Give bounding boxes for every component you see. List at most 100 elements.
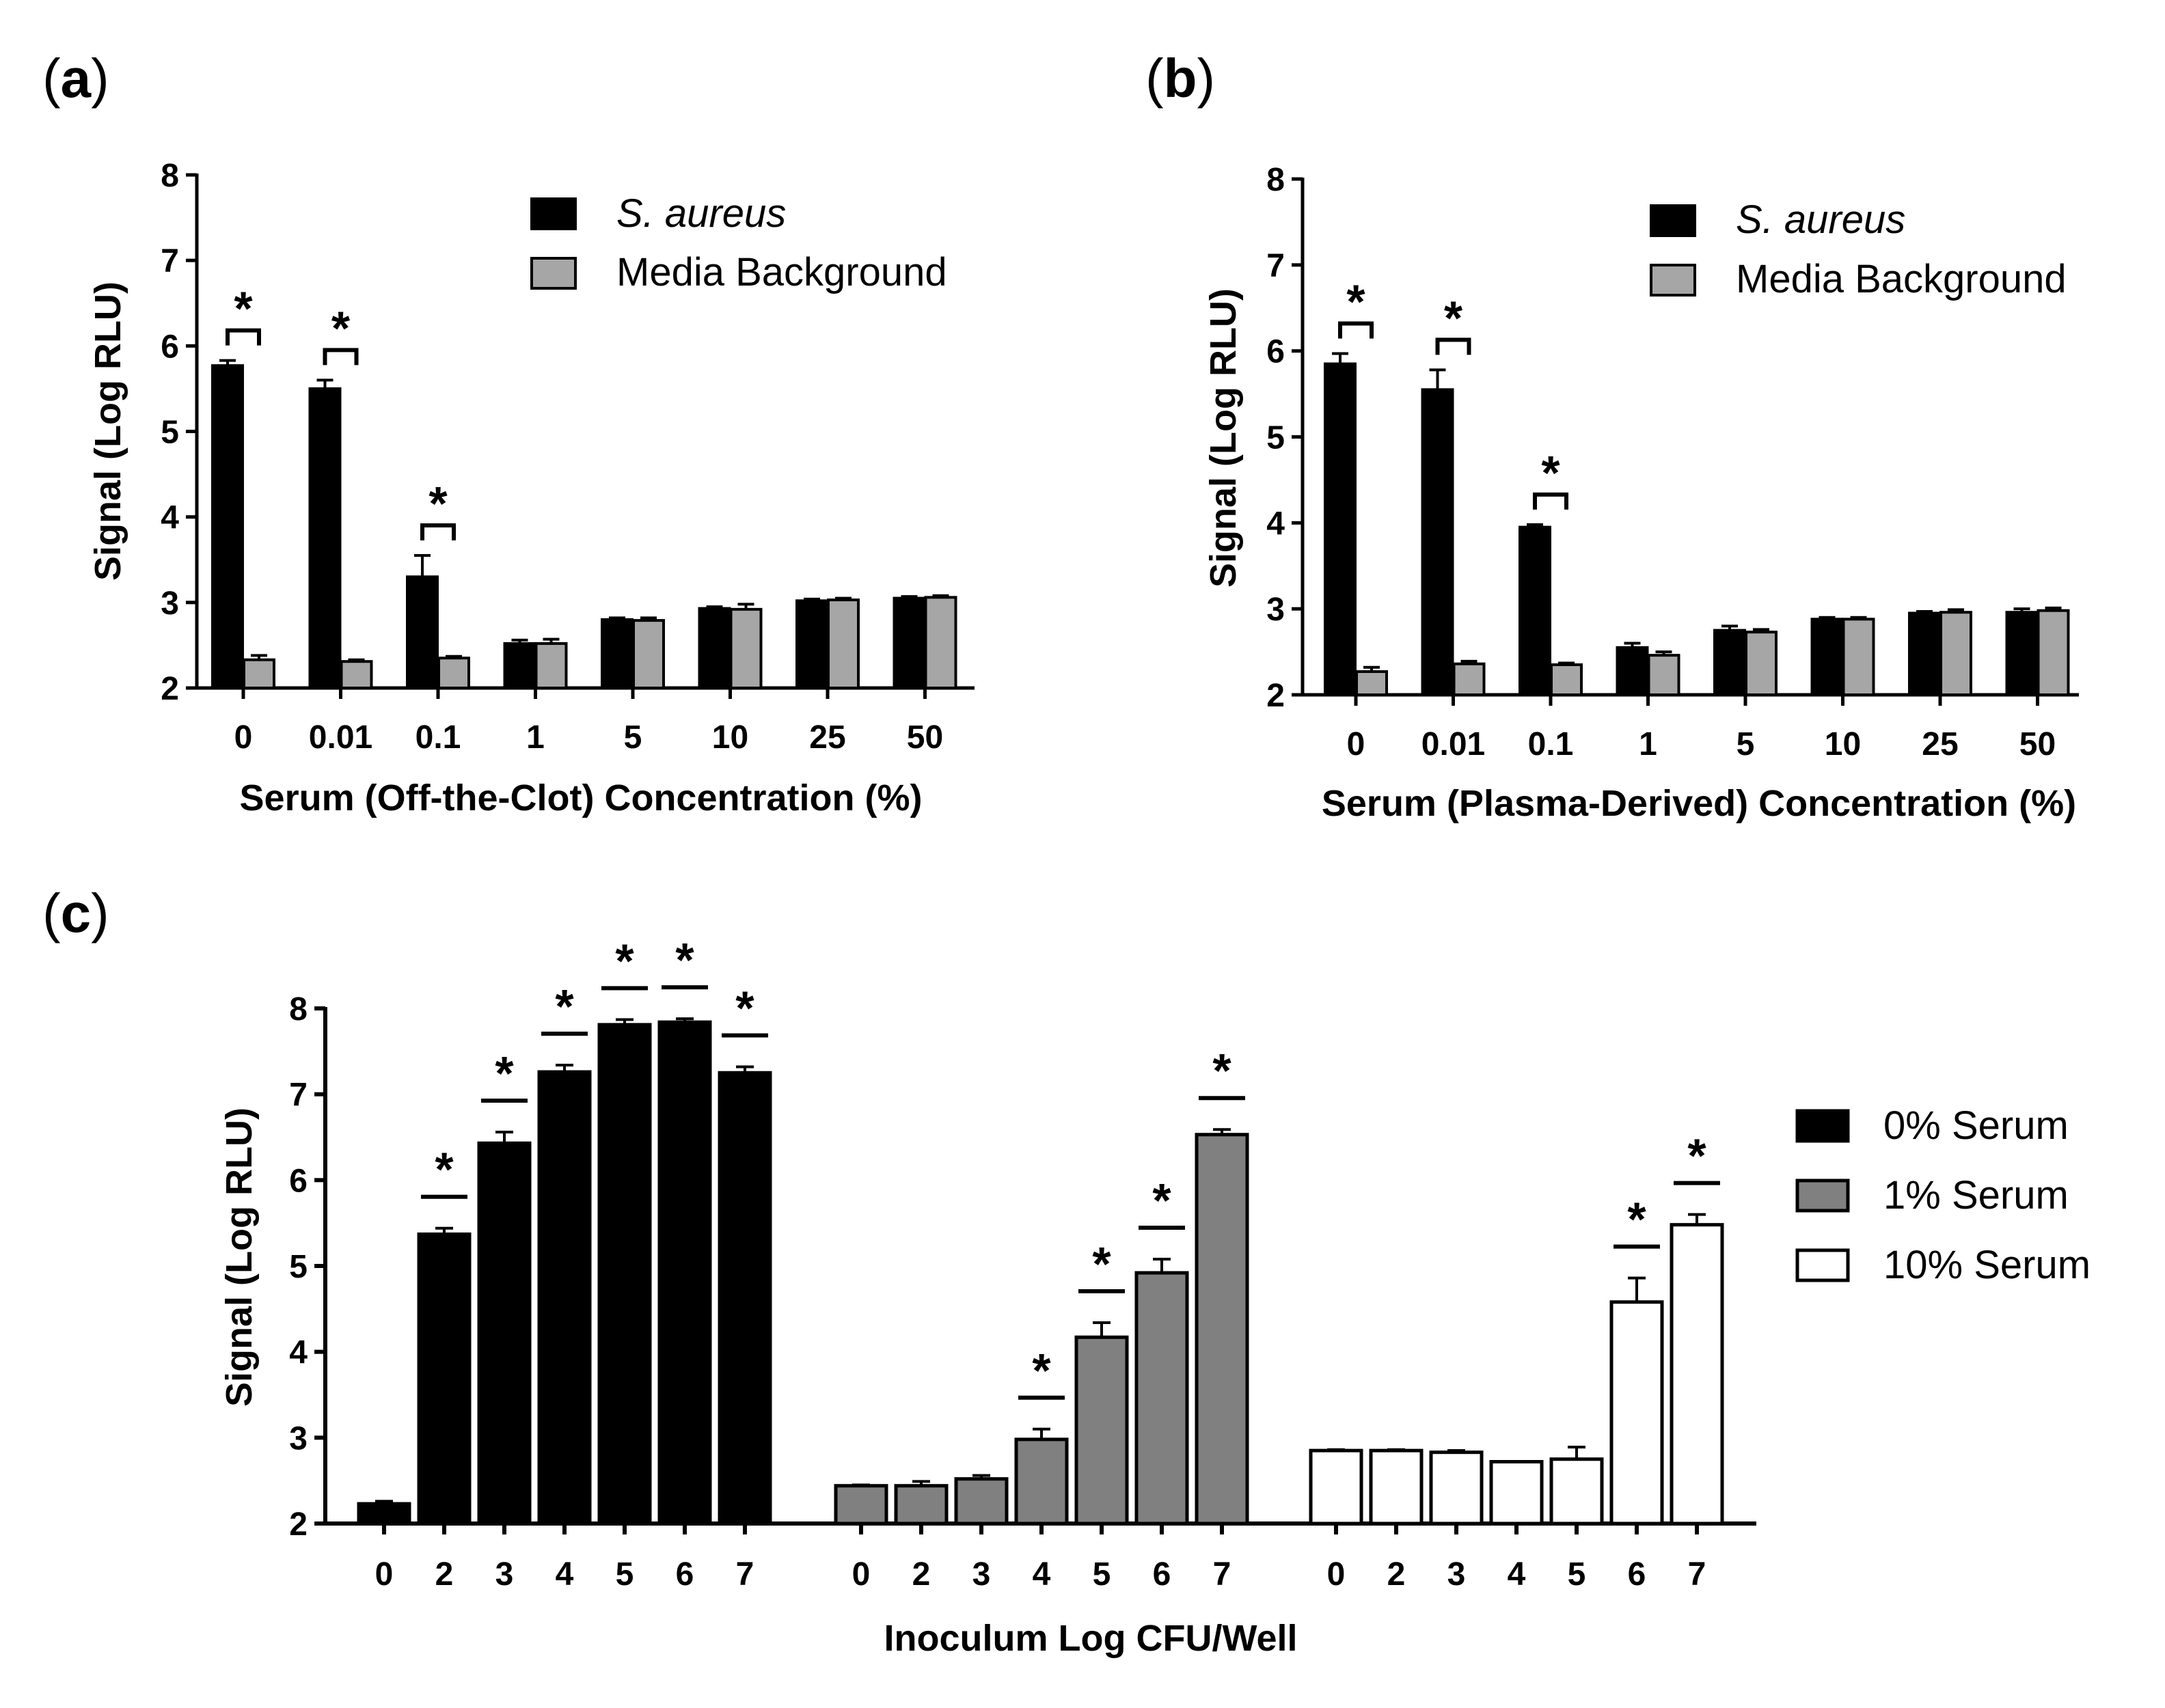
x-tick-label: 5 (1568, 1556, 1586, 1593)
significance-bracket (1338, 321, 1374, 339)
bar-10-serum-2 (1369, 1448, 1424, 1526)
x-tick-label: 0 (852, 1556, 871, 1593)
x-tick-label: 0 (1347, 726, 1365, 762)
bar-media-background-0-01 (340, 660, 373, 689)
bar-s-aureus-0 (211, 364, 244, 689)
y-tick-label: 3 (289, 1420, 308, 1457)
legend: S. aureus Media Background (1650, 197, 2067, 301)
y-tick-label: 5 (1266, 420, 1285, 456)
legend-swatch-10-serum (1795, 1248, 1850, 1282)
bar-0-serum-3 (477, 1141, 532, 1526)
y-tick-label: 7 (161, 243, 179, 279)
panel-label-c: (c) (42, 883, 109, 943)
bar-10-serum-3 (1429, 1450, 1484, 1526)
y-tick-label: 4 (289, 1335, 308, 1371)
y-tick-label: 8 (161, 158, 179, 194)
bar-s-aureus-25 (1908, 611, 1941, 696)
bar-s-aureus-0-01 (1421, 388, 1454, 697)
y-tick-label: 5 (289, 1249, 308, 1285)
x-tick-label: 10 (712, 719, 748, 756)
x-tick-label: 2 (1387, 1556, 1406, 1593)
significance-bracket (420, 523, 456, 540)
significance-star: * (675, 933, 694, 987)
legend-label-10-serum: 10% Serum (1883, 1243, 2091, 1287)
x-tick-label: 25 (809, 719, 845, 756)
bar-media-background-1 (1647, 654, 1680, 696)
x-tick-label: 7 (1213, 1556, 1231, 1593)
bar-s-aureus-50 (893, 596, 926, 690)
x-tick-label: 0.1 (1528, 726, 1574, 762)
x-tick-label: 6 (676, 1556, 694, 1593)
significance-bracket (226, 328, 261, 346)
significance-star: * (555, 980, 574, 1033)
y-tick-label: 6 (289, 1163, 308, 1199)
x-axis-title: Serum (Off-the-Clot) Concentration (%) (240, 777, 923, 818)
significance-bracket (1533, 492, 1568, 510)
x-tick-label: 50 (2019, 726, 2056, 762)
significance-bracket (1435, 338, 1471, 355)
significance-star: * (1092, 1237, 1111, 1291)
x-tick-label: 5 (624, 719, 642, 756)
x-tick-label: 25 (1922, 726, 1958, 762)
bar-s-aureus-50 (2005, 611, 2039, 697)
axes: 2 3 4 5 6 7 8 0 0.01 0.1 1 5 10 25 50 (161, 158, 975, 756)
bar-s-aureus-1 (503, 642, 536, 689)
x-tick-label: 0.1 (416, 719, 461, 756)
legend-swatch-s-aureus (530, 197, 577, 230)
bar-media-background-5 (1745, 631, 1778, 696)
y-tick-label: 6 (161, 329, 179, 365)
bar-10-serum-0 (1309, 1448, 1363, 1526)
significance-star: * (1346, 275, 1365, 328)
significance-star: * (615, 934, 634, 987)
y-tick-label: 3 (1266, 592, 1285, 628)
panel-label-a: (a) (42, 48, 109, 109)
x-tick-label: 4 (556, 1556, 574, 1593)
chart-marks: * * * (1324, 275, 2070, 697)
chart-marks: * * * * * * * * * * * * (357, 933, 1724, 1526)
y-tick-label: 7 (1266, 248, 1285, 284)
x-tick-label: 5 (1737, 726, 1755, 762)
y-axis-title: Signal (Log RLU) (1203, 288, 1244, 588)
significance-star: * (428, 477, 448, 530)
significance-star: * (1444, 291, 1463, 344)
bar-0-serum-6 (657, 1020, 712, 1526)
legend-label-media-background: Media Background (616, 250, 947, 294)
bar-0-serum-0 (357, 1502, 411, 1526)
bar-1-serum-2 (894, 1484, 949, 1526)
bar-1-serum-4 (1014, 1437, 1069, 1526)
bar-media-background-0-1 (437, 657, 470, 689)
significance-star: * (1152, 1174, 1171, 1227)
x-tick-label: 5 (616, 1556, 634, 1593)
bar-media-background-50 (924, 596, 957, 689)
significance-star: * (1212, 1044, 1231, 1097)
x-tick-label: 2 (435, 1556, 454, 1593)
legend-swatch-s-aureus (1650, 204, 1696, 237)
x-tick-label: 2 (912, 1556, 931, 1593)
x-tick-label: 1 (1639, 726, 1657, 762)
bar-0-serum-7 (718, 1071, 772, 1526)
x-tick-label: 0.01 (1421, 726, 1485, 762)
y-tick-label: 8 (289, 991, 308, 1028)
bar-10-serum-4 (1489, 1460, 1544, 1526)
x-tick-label: 7 (1688, 1556, 1706, 1593)
bar-0-serum-5 (597, 1023, 652, 1526)
panel-c: (c) Signal (Log RLU) Inoculum Log CFU/We… (42, 883, 2091, 1659)
y-axis-title: Signal (Log RLU) (87, 281, 128, 581)
significance-star: * (331, 301, 351, 355)
bar-media-background-5 (632, 619, 665, 690)
bar-s-aureus-0-1 (1519, 525, 1551, 696)
bar-1-serum-6 (1134, 1271, 1189, 1526)
y-tick-label: 8 (1266, 162, 1285, 198)
x-tick-label: 3 (1447, 1556, 1466, 1593)
y-tick-label: 2 (1266, 678, 1285, 714)
x-tick-label: 4 (1508, 1556, 1526, 1593)
significance-star: * (495, 1047, 514, 1100)
bar-0-serum-2 (417, 1232, 472, 1526)
bar-s-aureus-25 (795, 599, 828, 690)
y-axis-title: Signal (Log RLU) (219, 1107, 260, 1407)
bar-s-aureus-10 (698, 607, 731, 689)
significance-star: * (735, 981, 754, 1034)
bar-10-serum-6 (1609, 1300, 1664, 1526)
x-tick-label: 10 (1825, 726, 1861, 762)
